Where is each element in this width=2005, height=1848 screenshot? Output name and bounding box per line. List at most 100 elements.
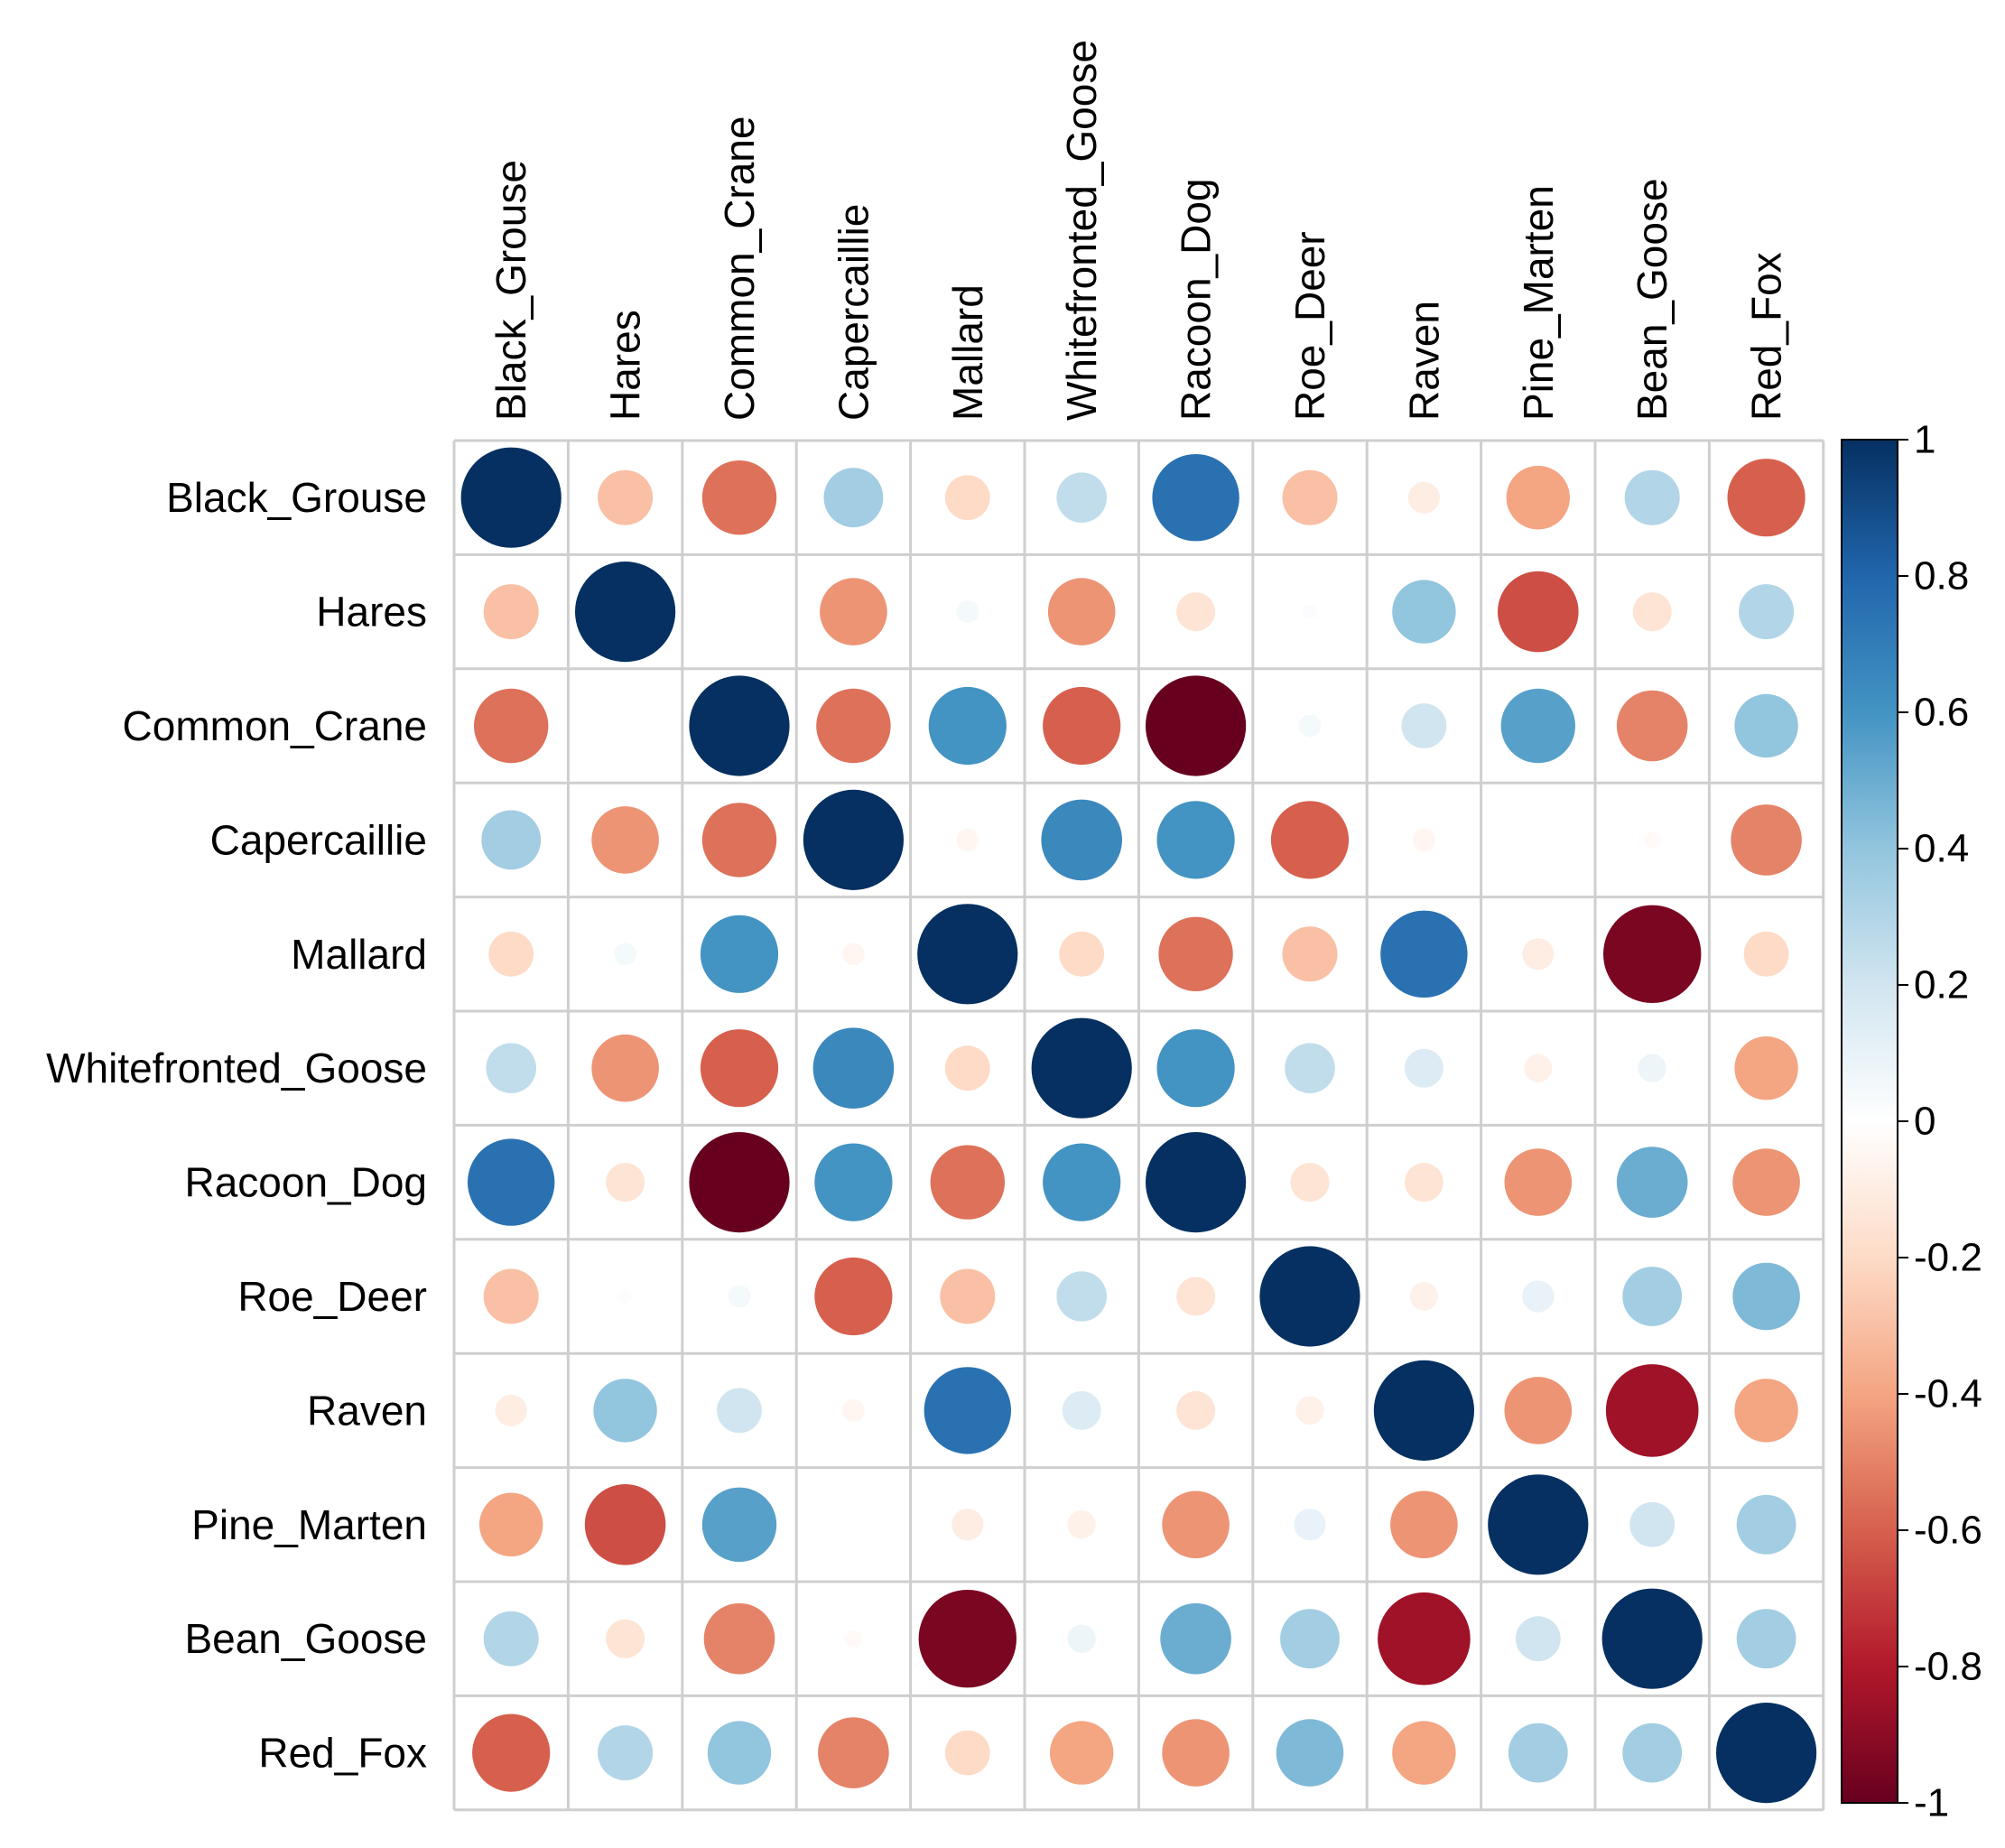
corr-circle-Black_Grouse-Bean_Goose [1624,469,1680,525]
corr-circle-Raven-Red_Fox [1734,1379,1798,1443]
column-labels: Black_Grouse Hares Common_Crane Capercailli… [487,40,1789,421]
corr-circle-Mallard-Bean_Goose [1603,905,1702,1003]
colorbar-tick-label: -1 [1914,1781,1949,1825]
corr-circle-Capercaillie-Racoon_Dog [1156,801,1235,879]
corr-circle-Whitefronted_Goose-Black_Grouse [486,1043,536,1093]
corr-circle-Hares-Red_Fox [1739,584,1795,640]
row-label-Whitefronted_Goose: Whitefronted_Goose [46,1045,427,1091]
corr-circle-Mallard-Red_Fox [1743,931,1789,977]
corr-circle-Raven-Pine_Marten [1504,1377,1573,1444]
colorbar-tick-label: 0.8 [1914,554,1969,599]
corr-circle-Mallard-Whitefronted_Goose [1059,931,1105,977]
corr-circle-Hares-Raven [1392,580,1456,644]
corr-circle-Racoon_Dog-Racoon_Dog [1146,1132,1247,1233]
corr-circle-Pine_Marten-Common_Crane [701,1487,777,1563]
corr-circle-Raven-Bean_Goose [1605,1364,1699,1457]
corr-circle-Common_Crane-Pine_Marten [1500,688,1576,764]
corr-circle-Bean_Goose-Common_Crane [703,1602,775,1675]
corr-circle-Roe_Deer-Raven [1409,1282,1439,1311]
corr-circle-Red_Fox-Bean_Goose [1622,1723,1683,1783]
col-label-Pine_Marten: Pine_Marten [1515,185,1562,421]
corr-circle-Mallard-Racoon_Dog [1158,916,1233,991]
corr-circle-Hares-Mallard [956,600,979,623]
corr-circle-Pine_Marten-Raven [1390,1490,1458,1559]
corr-circle-Pine_Marten-Mallard [951,1509,984,1541]
corr-circle-Roe_Deer-Bean_Goose [1622,1267,1683,1326]
corr-circle-Capercaillie-Raven [1413,829,1435,851]
corr-circle-Black_Grouse-Roe_Deer [1282,469,1338,525]
corr-circle-Capercaillie-Hares [591,806,659,874]
corr-circle-Racoon_Dog-Hares [606,1163,645,1203]
row-labels: Black_Grouse Hares Common_Crane Capercailli… [46,474,427,1776]
corr-circle-Common_Crane-Raven [1401,703,1447,748]
corr-circle-Mallard-Roe_Deer [1282,926,1338,982]
corr-circle-Red_Fox-Mallard [944,1730,990,1776]
corr-circle-Bean_Goose-Racoon_Dog [1160,1602,1231,1675]
corr-circle-Red_Fox-Raven [1392,1721,1456,1785]
colorbar-tick-label: -0.2 [1914,1236,1982,1280]
corr-circle-Raven-Raven [1373,1360,1474,1461]
corr-circle-Whitefronted_Goose-Mallard [944,1045,990,1091]
row-label-Red_Fox: Red_Fox [258,1730,427,1777]
corr-circle-Capercaillie-Red_Fox [1731,804,1802,876]
corr-circle-Hares-Hares [575,562,676,663]
corr-circle-Red_Fox-Roe_Deer [1276,1719,1344,1787]
colorbar-gradient [1841,439,1898,1804]
colorbar-tick-label: -0.6 [1914,1509,1982,1553]
corr-circle-Racoon_Dog-Mallard [930,1145,1006,1220]
row-label-Hares: Hares [316,589,427,636]
corr-circle-Red_Fox-Whitefronted_Goose [1050,1721,1114,1785]
corr-circle-Raven-Mallard [924,1367,1011,1454]
col-label-Whitefronted_Goose: Whitefronted_Goose [1058,40,1105,421]
corr-circle-Pine_Marten-Hares [584,1484,666,1565]
corr-circle-Common_Crane-Mallard [928,686,1007,766]
corr-circle-Red_Fox-Pine_Marten [1508,1723,1568,1783]
corr-circle-Common_Crane-Capercaillie [816,688,891,764]
corr-circle-Capercaillie-Roe_Deer [1270,801,1350,879]
corr-circle-Roe_Deer-Hares [617,1289,633,1304]
corr-circle-Black_Grouse-Whitefronted_Goose [1056,472,1107,523]
corr-circle-Red_Fox-Black_Grouse [472,1713,551,1792]
corr-circle-Whitefronted_Goose-Bean_Goose [1638,1054,1666,1082]
colorbar-tick-label: 1 [1914,418,1935,462]
corr-circle-Raven-Capercaillie [842,1399,865,1422]
corr-circle-Capercaillie-Black_Grouse [481,810,542,870]
corr-circle-Whitefronted_Goose-Raven [1404,1048,1443,1088]
row-label-Mallard: Mallard [291,931,427,978]
corr-circle-Capercaillie-Common_Crane [701,803,777,878]
corr-circle-Pine_Marten-Whitefronted_Goose [1067,1510,1096,1539]
corr-circle-Common_Crane-Black_Grouse [474,688,549,764]
corr-circle-Racoon_Dog-Raven [1404,1163,1443,1203]
row-label-Pine_Marten: Pine_Marten [191,1501,427,1548]
corr-circle-Hares-Bean_Goose [1632,592,1672,632]
corr-circle-Whitefronted_Goose-Pine_Marten [1524,1054,1553,1082]
col-label-Raven: Raven [1400,301,1447,421]
corr-circle-Black_Grouse-Mallard [944,475,990,521]
colorbar-tick-label: 0 [1914,1100,1935,1144]
corr-circle-Red_Fox-Capercaillie [818,1717,889,1788]
corr-circle-Mallard-Mallard [917,904,1018,1005]
corr-circle-Bean_Goose-Red_Fox [1736,1609,1796,1669]
corr-circle-Whitefronted_Goose-Capercaillie [812,1027,895,1109]
corr-circle-Roe_Deer-Black_Grouse [483,1268,539,1324]
corr-circle-Racoon_Dog-Bean_Goose [1616,1147,1688,1218]
corr-circle-Black_Grouse-Red_Fox [1727,459,1805,537]
grid [452,439,1825,1812]
corr-circle-Whitefronted_Goose-Racoon_Dog [1156,1029,1235,1108]
corr-circle-Black_Grouse-Hares [598,469,654,525]
corr-circle-Raven-Common_Crane [717,1388,762,1434]
col-label-Bean_Goose: Bean_Goose [1629,178,1675,421]
corr-circle-Roe_Deer-Capercaillie [814,1257,893,1336]
corr-circle-Bean_Goose-Capercaillie [844,1630,863,1648]
corr-circle-Capercaillie-Mallard [956,829,979,851]
corr-circle-Racoon_Dog-Capercaillie [814,1143,893,1221]
corr-circle-Racoon_Dog-Whitefronted_Goose [1043,1143,1121,1221]
corr-circle-Common_Crane-Red_Fox [1734,693,1798,758]
corr-circle-Raven-Roe_Deer [1295,1396,1324,1425]
corr-circle-Black_Grouse-Raven [1407,481,1440,514]
corr-circle-Bean_Goose-Roe_Deer [1280,1609,1340,1669]
corr-circle-Mallard-Hares [614,943,636,966]
corr-circle-Raven-Racoon_Dog [1176,1390,1216,1430]
corr-circle-Red_Fox-Racoon_Dog [1162,1719,1230,1787]
